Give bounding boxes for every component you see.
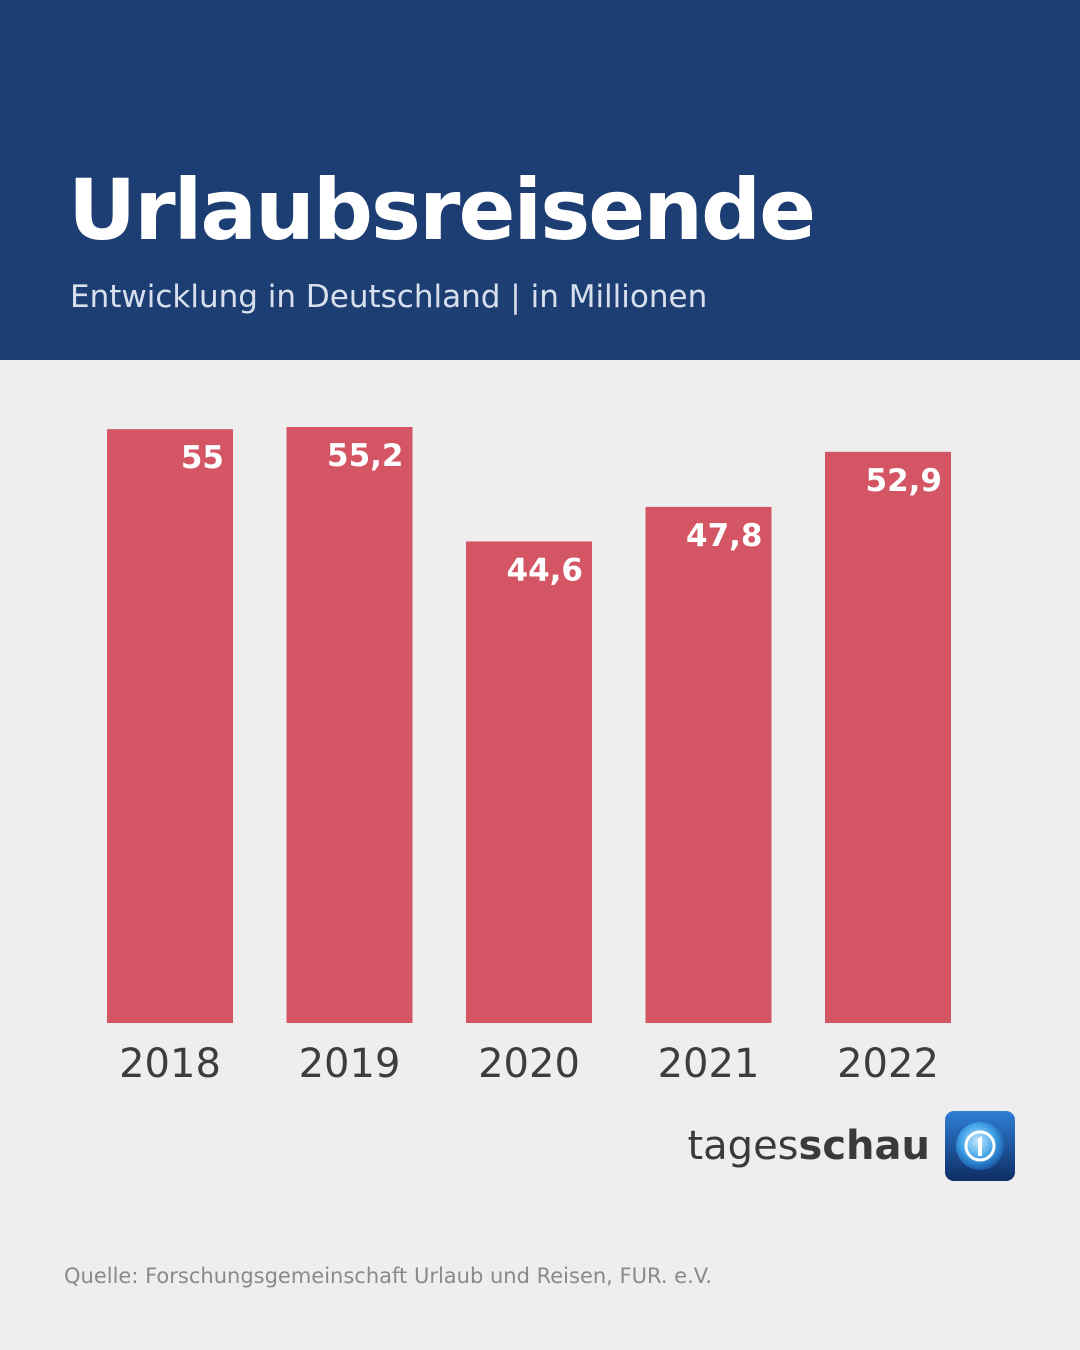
value-label-2021: 47,8	[686, 518, 763, 554]
chart-subtitle: Entwicklung in Deutschland | in Millione…	[70, 279, 708, 315]
header-banner: Urlaubsreisende Entwicklung in Deutschla…	[0, 0, 1080, 360]
value-label-2022: 52,9	[866, 463, 943, 499]
category-label-2020: 2020	[478, 1041, 580, 1087]
category-label-2018: 2018	[119, 1041, 221, 1087]
bar-2018	[107, 429, 233, 1023]
brand-name-light: tages	[687, 1123, 799, 1169]
bar-2022	[825, 451, 951, 1023]
bar-2020	[466, 541, 592, 1023]
value-label-2020: 44,6	[507, 552, 584, 588]
tagesschau-logo-icon	[945, 1111, 1015, 1181]
bar-2019	[286, 427, 413, 1023]
value-label-2019: 55,2	[327, 438, 404, 474]
bar-chart: 55 2018 55,2 2019 44,6 2020 47,8 2021 52,9 2022	[107, 427, 951, 1087]
category-label-2021: 2021	[658, 1041, 760, 1087]
value-label-2018: 55	[181, 440, 224, 476]
chart-title: Urlaubsreisende	[68, 161, 816, 259]
category-label-2019: 2019	[299, 1041, 401, 1087]
brand-name-bold: schau	[798, 1123, 930, 1169]
bar-2021	[645, 506, 772, 1023]
source-note: Quelle: Forschungsgemeinschaft Urlaub un…	[64, 1264, 713, 1288]
brand-block: tagesschau	[620, 1110, 1020, 1184]
category-label-2022: 2022	[837, 1041, 939, 1087]
brand-wordmark: tagesschau	[687, 1126, 930, 1166]
